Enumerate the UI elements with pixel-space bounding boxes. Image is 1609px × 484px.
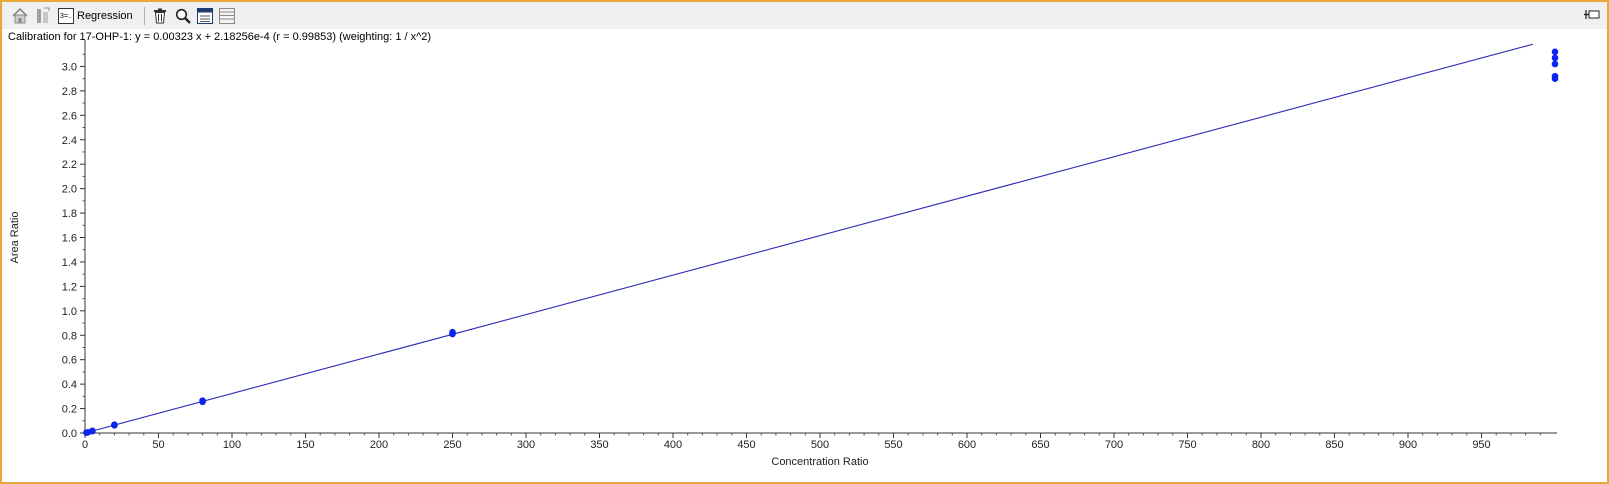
svg-text:3=..: 3=.. [60,13,72,20]
y-tick-label: 2.2 [62,159,77,171]
y-tick-label: 0.4 [62,379,77,391]
x-tick-label: 600 [958,439,976,451]
data-point [1551,48,1559,56]
x-tick-label: 850 [1325,439,1343,451]
y-tick-label: 1.6 [62,233,77,245]
y-tick-label: 0.6 [62,355,77,367]
y-tick-label: 2.0 [62,184,77,196]
chart-axes [84,40,1557,434]
toolbar-separator [144,7,145,25]
y-tick-label: 2.4 [62,135,77,147]
y-tick-label: 0.0 [62,428,77,440]
x-tick-label: 450 [737,439,755,451]
x-tick-label: 200 [370,439,388,451]
x-tick-label: 0 [82,439,88,451]
export-icon[interactable] [34,5,52,27]
pin-icon[interactable] [1582,5,1602,27]
x-tick-label: 350 [590,439,608,451]
x-tick-label: 650 [1031,439,1049,451]
x-tick-label: 550 [884,439,902,451]
regression-label: Regression [77,10,133,22]
x-tick-label: 800 [1252,439,1270,451]
x-tick-label: 500 [811,439,829,451]
toolbar: 3=.. Regression [2,2,1607,29]
y-tick-label: 0.8 [62,330,77,342]
x-tick-label: 900 [1399,439,1417,451]
y-tick-label: 3.0 [62,61,77,73]
calibration-equation: Calibration for 17-OHP-1: y = 0.00323 x … [8,31,432,43]
y-tick-label: 2.6 [62,110,77,122]
regression-button[interactable]: 3=.. Regression [58,5,138,27]
x-tick-label: 300 [517,439,535,451]
y-axis-ticks: 0.0 0.2 0.4 0.6 0.8 1.0 1.2 1.4 1.6 1.8 2.0 2.2 2.4 2… [62,53,85,440]
x-tick-label: 950 [1472,439,1490,451]
y-tick-label: 1.4 [62,257,77,269]
x-tick-label: 50 [152,439,164,451]
calculator-icon[interactable] [196,5,214,27]
zoom-icon[interactable] [174,5,192,27]
x-tick-label: 150 [296,439,314,451]
y-tick-label: 1.2 [62,281,77,293]
data-points [83,48,1559,436]
data-point [111,421,118,428]
data-point [199,397,206,404]
x-tick-label: 750 [1178,439,1196,451]
data-point [1551,60,1559,68]
regression-line-group [84,43,1534,434]
table-icon[interactable] [218,5,236,27]
y-tick-label: 1.8 [62,208,77,220]
home-icon[interactable] [10,5,30,27]
delete-icon[interactable] [152,5,168,27]
x-axis-label: Concentration Ratio [771,456,868,468]
x-tick-label: 700 [1105,439,1123,451]
regression-line [84,43,1534,434]
data-point [449,328,456,336]
y-tick-label: 0.2 [62,404,77,416]
x-tick-label: 400 [664,439,682,451]
data-point [1551,54,1559,62]
y-axis-label: Area Ratio [9,212,21,264]
regression-icon: 3=.. [58,8,74,24]
x-tick-label: 250 [443,439,461,451]
x-tick-label: 100 [223,439,241,451]
data-point [1551,72,1559,80]
y-tick-label: 1.0 [62,306,77,318]
y-tick-label: 2.8 [62,86,77,98]
x-axis-ticks: 0 50 100 150 200 250 300 350 400 450 500 550 600 650 7… [82,433,1541,451]
data-point [89,427,96,435]
